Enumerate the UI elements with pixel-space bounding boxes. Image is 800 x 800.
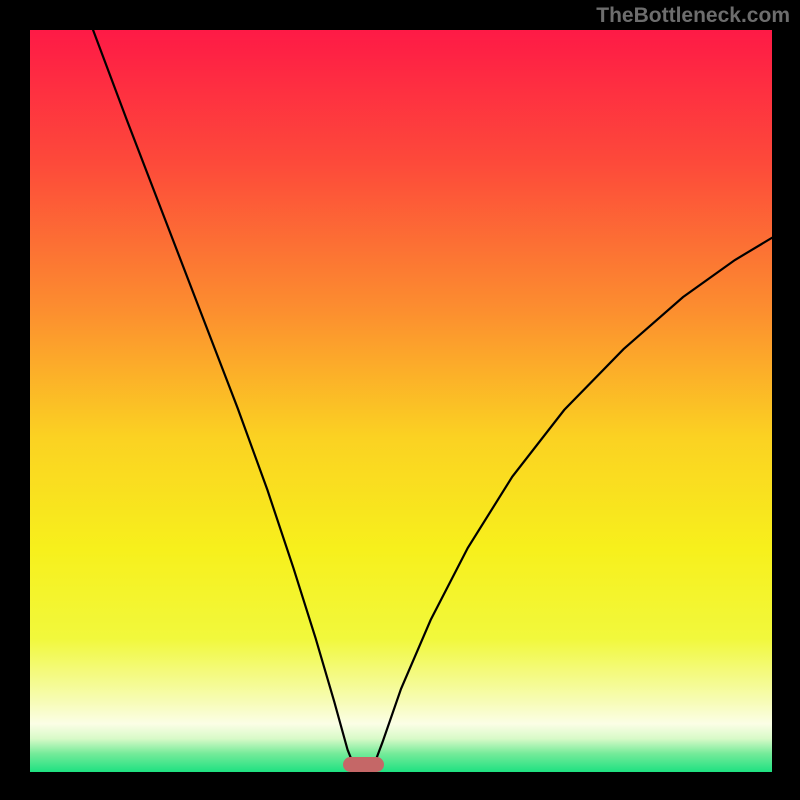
plot-area — [30, 30, 772, 772]
chart-root: { "watermark": { "text": "TheBottleneck.… — [0, 0, 800, 800]
bottleneck-marker — [343, 757, 384, 772]
bottleneck-curve — [30, 30, 772, 772]
watermark-text: TheBottleneck.com — [596, 4, 790, 28]
